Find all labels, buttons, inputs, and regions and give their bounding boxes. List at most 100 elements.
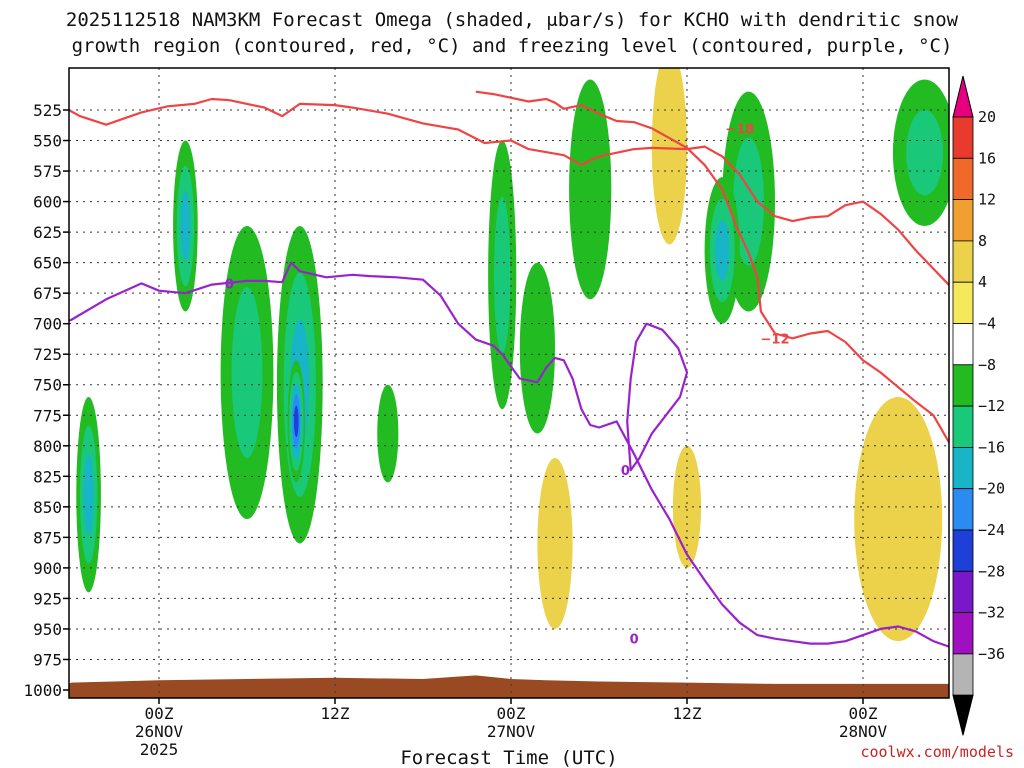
colorbar-swatch-8 [952,405,974,448]
colorbar-swatch-1 [952,116,974,159]
label-freezing-3: 0 [630,633,639,648]
x-tick-label-3-0: 12Z [673,704,702,723]
colorbar-label-7: −12 [978,397,1005,415]
label-freezing-2: 0 [621,464,630,479]
y-tick-label-650: 650 [33,254,62,273]
colorbar-swatch-2 [952,157,974,201]
omega-cell-16-level-0 [651,68,687,245]
x-tick-label-2-1: 27NOV [487,722,536,741]
y-tick-label-750: 750 [33,376,62,395]
gridlines [69,68,949,698]
colorbar-label-0: 20 [978,108,996,126]
x-tick-label-0-0: 00Z [145,704,174,723]
x-tick-label-0-2: 2025 [140,740,179,759]
omega-cell-4-level-2 [180,190,191,262]
y-tick-label-600: 600 [33,193,62,212]
omega-cell-10-level-0 [519,262,556,434]
x-tick-label-4-0: 00Z [849,704,878,723]
y-tick-label-700: 700 [33,315,62,334]
contour-freezing_0C [69,261,949,648]
colorbar-swatch-7 [952,364,974,407]
colorbar-swatch-14 [952,653,974,696]
omega-cell-1-level-2 [22,186,32,266]
label-dgz-top: −18 [725,122,754,137]
colorbar-label-6: −8 [978,356,996,374]
y-tick-label-550: 550 [33,132,62,151]
y-tick-label-875: 875 [33,528,62,547]
contours: −18 −12 0 0 0 [69,90,949,648]
omega-cell-1-level-1 [20,169,34,282]
colorbar: 20 16 12 8 4 −4 −8 −12 −16 −20 −24 −28 −32 −36 [952,75,1005,736]
colorbar-swatch-4 [952,240,974,283]
y-tick-label-925: 925 [33,589,62,608]
omega-cell-15-level-0 [537,458,573,629]
y-tick-label-900: 900 [33,559,62,578]
colorbar-label-1: 16 [978,149,996,167]
y-tick-label-950: 950 [33,620,62,639]
y-tick-label-725: 725 [33,345,62,364]
y-tick-label-975: 975 [33,650,62,669]
chart-title-line1: 2025112518 NAM3KM Forecast Omega (shaded… [66,9,959,31]
omega-cell-18-level-0 [672,445,702,568]
plot-area: −18 −12 0 0 0 [15,67,950,699]
chart-title-line2: growth region (contoured, red, °C) and f… [72,35,953,57]
colorbar-label-13: −36 [978,645,1005,663]
colorbar-label-10: −24 [978,521,1005,539]
y-tick-label-1000: 1000 [23,681,62,700]
contour-dgz_-18C [69,97,949,287]
plot-frame [68,67,950,699]
omega-cell-7-level-4 [293,405,299,438]
colorbar-label-3: 8 [978,232,987,250]
colorbar-swatch-5 [952,281,974,324]
y-tick-label-675: 675 [33,284,62,303]
colorbar-swatch-12 [952,570,974,613]
omega-cell-1-level-3 [24,203,30,250]
y-tick-label-525: 525 [33,101,62,120]
omega-cell-11-level-0 [569,79,612,300]
omega-cell-13-level-2 [714,220,730,281]
contour-freezing_0C_loop [626,322,689,472]
omega-cell-9-level-1 [493,196,511,354]
omega-cell-0-level-1 [15,165,40,336]
omega-cell-17-level-0 [854,396,943,642]
colorbar-label-5: −4 [978,315,996,333]
omega-cell-14-level-1 [906,110,944,196]
colorbar-swatch-10 [952,488,974,531]
colorbar-swatch-6 [952,323,974,366]
omega-shading [15,68,949,698]
y-tick-label-775: 775 [33,406,62,425]
label-dgz-bottom: −12 [761,332,790,347]
colorbar-label-11: −28 [978,562,1005,580]
colorbar-swatch-13 [952,612,974,655]
colorbar-label-8: −16 [978,438,1005,456]
colorbar-swatch-9 [952,446,974,490]
colorbar-label-4: 4 [978,273,987,291]
y-tick-label-825: 825 [33,467,62,486]
colorbar-swatch-3 [952,199,974,242]
credit-text: coolwx.com/models [860,743,1014,761]
colorbar-label-12: −32 [978,604,1005,622]
omega-cell-8-level-0 [377,384,399,483]
colorbar-label-9: −20 [978,480,1005,498]
omega-cell-3-level-2 [83,454,94,535]
colorbar-label-2: 12 [978,191,996,209]
colorbar-swatch-11 [952,529,974,572]
y-tick-label-850: 850 [33,498,62,517]
terrain-surface [69,675,949,698]
y-tick-label-800: 800 [33,437,62,456]
colorbar-bottom-arrow [952,694,974,736]
x-tick-label-4-1: 28NOV [839,722,888,741]
colorbar-top-arrow [952,75,974,118]
y-tick-label-625: 625 [33,223,62,242]
y-axis: 525 550 575 600 625 650 675 700 725 750 775 800 825 8… [23,101,69,700]
x-tick-label-2-0: 00Z [497,704,526,723]
omega-cell-5-level-1 [231,287,263,458]
x-axis-title: Forecast Time (UTC) [400,747,617,768]
x-tick-label-0-1: 26NOV [135,722,184,741]
contour-dgz_-12C [475,90,949,445]
label-freezing-1: 0 [225,277,234,292]
x-tick-label-1-0: 12Z [321,704,350,723]
y-tick-label-575: 575 [33,162,62,181]
